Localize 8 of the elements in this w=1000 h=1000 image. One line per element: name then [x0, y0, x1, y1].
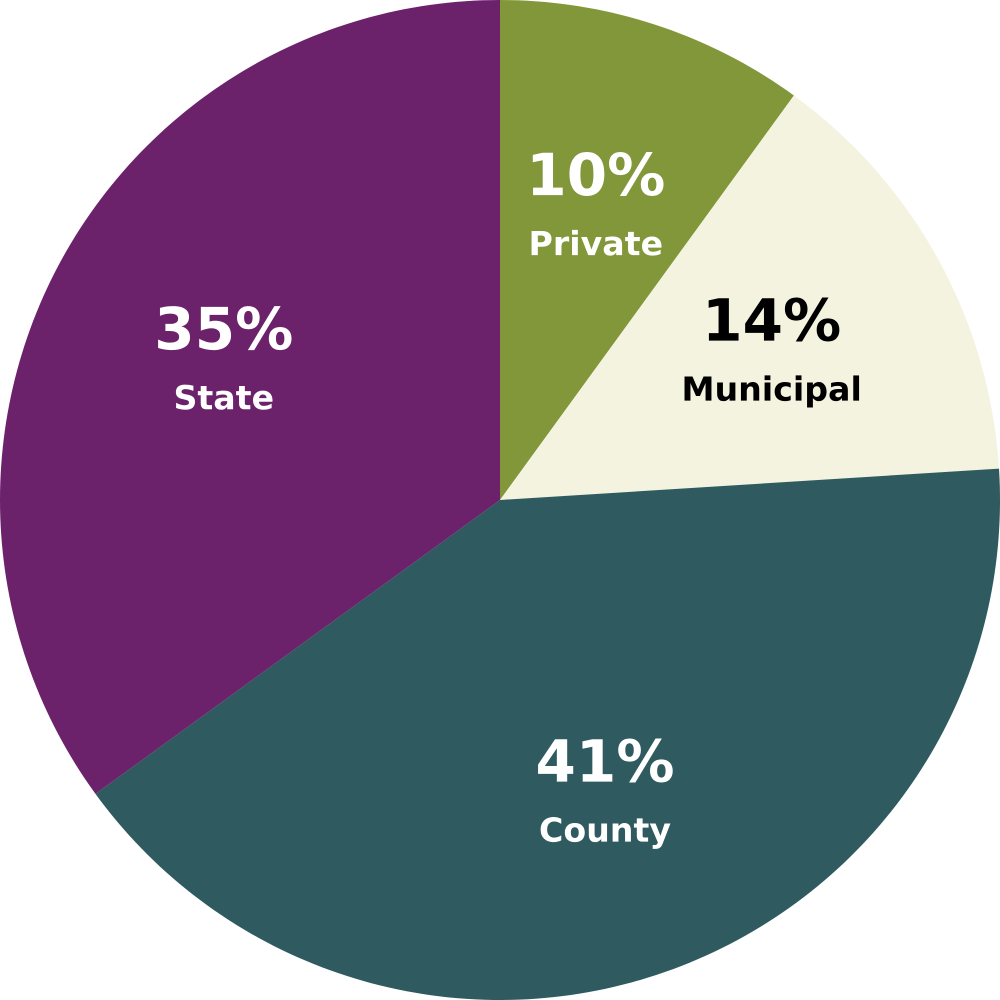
slice-label: County [540, 817, 670, 849]
data-label: 41% [538, 738, 673, 782]
data-label: 35% [158, 306, 292, 350]
data-label: 14% [708, 298, 840, 342]
slice-label: Private [532, 230, 662, 256]
data-label: 10% [532, 152, 664, 196]
slice-label: State [176, 384, 272, 410]
slice-label: Municipal [684, 375, 860, 408]
